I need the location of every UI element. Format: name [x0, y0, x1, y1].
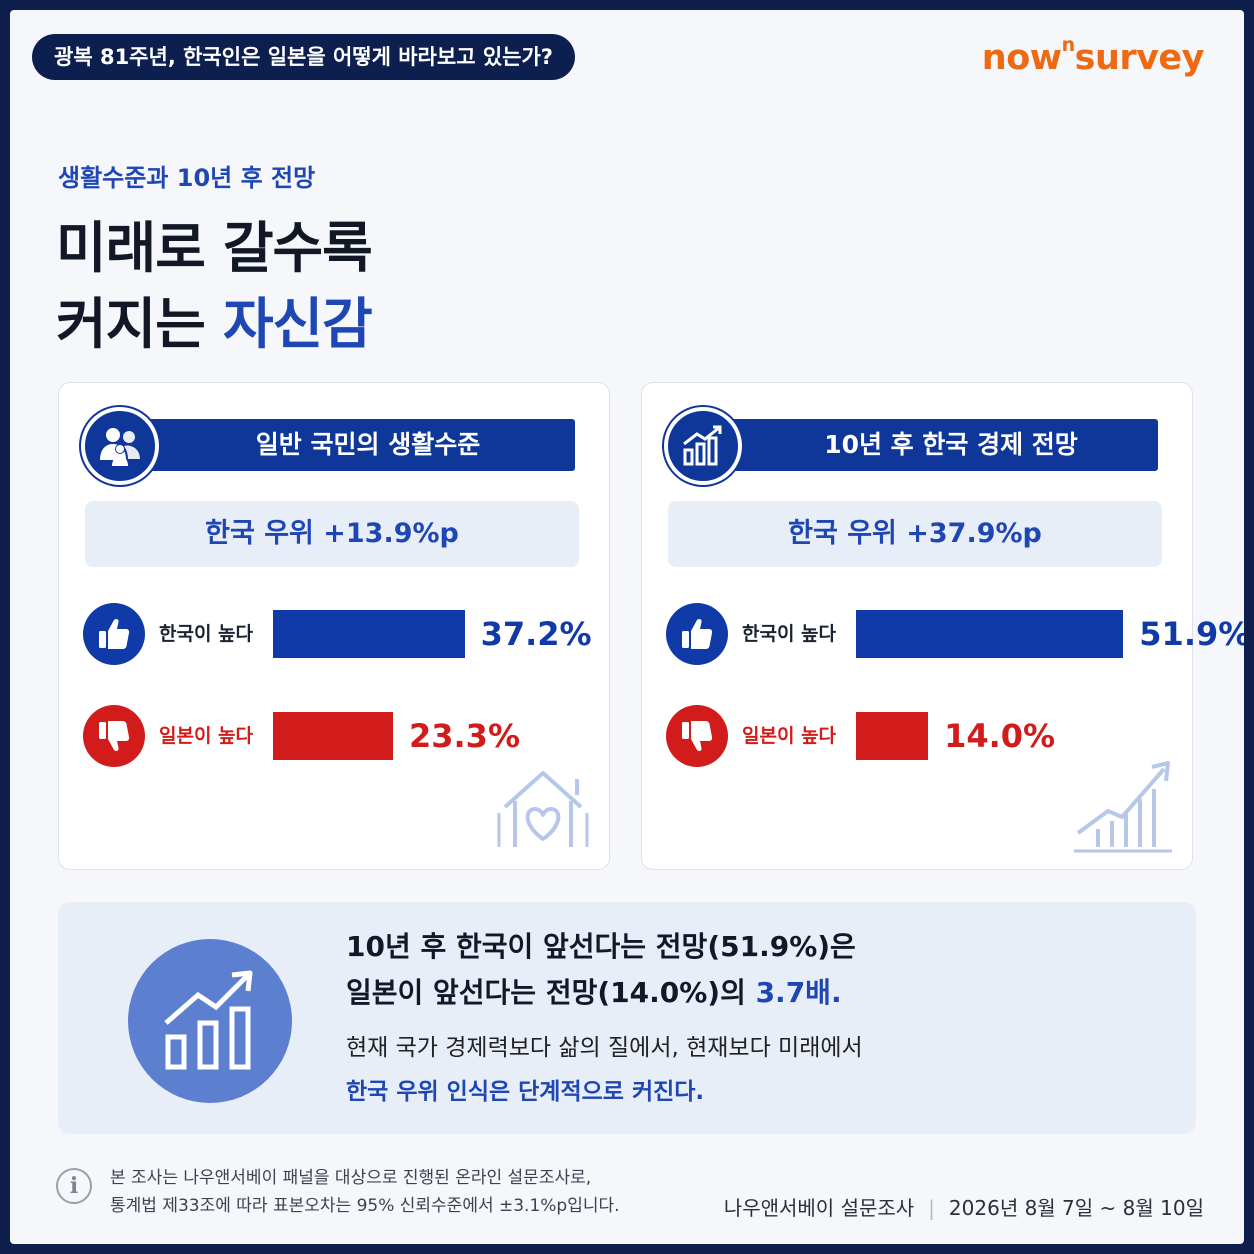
info-icon: i	[56, 1168, 92, 1204]
bar-value-label: 23.3%	[408, 717, 520, 755]
summary-ratio: 3.7배.	[755, 976, 842, 1009]
bar-japan	[856, 712, 929, 760]
thumbs-up-icon	[666, 603, 728, 665]
logo-part-now: now	[981, 38, 1062, 78]
chart-panel-living-standard: 일반 국민의 생활수준 한국 우위 +13.9%p 한국이 높다 37.2%	[58, 382, 610, 870]
page-headline: 미래로 갈수록 커지는 자신감	[56, 210, 373, 362]
bar-value-label: 37.2%	[480, 615, 592, 653]
bar-value-label: 51.9%	[1139, 615, 1244, 653]
brand-logo: nownsurvey	[981, 34, 1205, 78]
headline-line2: 커지는 자신감	[56, 286, 373, 362]
summary-body: 현재 국가 경제력보다 삶의 질에서, 현재보다 미래에서 한국 우위 인식은 …	[346, 1026, 863, 1114]
headline-accent: 자신감	[222, 292, 373, 356]
summary-line2: 일본이 앞선다는 전망(14.0%)의 3.7배.	[346, 970, 856, 1016]
people-icon	[81, 407, 159, 485]
headline-line1: 미래로 갈수록	[56, 216, 373, 280]
logo-part-sup: n	[1061, 34, 1076, 56]
thumbs-down-icon	[666, 705, 728, 767]
bar-label: 일본이 높다	[742, 725, 837, 747]
thumbs-up-icon	[83, 603, 145, 665]
section-kicker: 생활수준과 10년 후 전망	[58, 164, 316, 192]
source-credit: 나우앤서베이 설문조사 | 2026년 8월 7일 ~ 8월 10일	[724, 1192, 1204, 1221]
chart-subtitle: 한국 우위 +13.9%p	[85, 501, 579, 567]
headline-line2-prefix: 커지는	[56, 292, 223, 356]
separator: |	[928, 1196, 935, 1220]
summary-body-line2: 한국 우위 인식은 단계적으로 커진다.	[346, 1079, 705, 1105]
rising-bars-icon	[1074, 761, 1172, 853]
summary-lead: 10년 후 한국이 앞선다는 전망(51.9%)은 일본이 앞선다는 전망(14…	[346, 924, 856, 1016]
infographic: 광복 81주년, 한국인은 일본을 어떻게 바라보고 있는가? nownsurv…	[10, 10, 1244, 1244]
bar-row-korea: 한국이 높다 37.2%	[83, 603, 593, 667]
bar-row-japan: 일본이 높다 14.0%	[666, 705, 1176, 769]
summary-line1: 10년 후 한국이 앞선다는 전망(51.9%)은	[346, 930, 856, 963]
bar-row-japan: 일본이 높다 23.3%	[83, 705, 593, 769]
logo-part-survey: survey	[1074, 38, 1205, 78]
note-line1: 본 조사는 나우앤서베이 패널을 대상으로 진행된 온라인 설문조사로,	[110, 1168, 592, 1188]
summary-body-line1: 현재 국가 경제력보다 삶의 질에서, 현재보다 미래에서	[346, 1035, 863, 1061]
thumbs-down-icon	[83, 705, 145, 767]
bar-label: 한국이 높다	[742, 623, 837, 645]
bar-row-korea: 한국이 높다 51.9%	[666, 603, 1244, 667]
bar-label: 일본이 높다	[159, 725, 254, 747]
summary-box: 10년 후 한국이 앞선다는 전망(51.9%)은 일본이 앞선다는 전망(14…	[58, 902, 1196, 1134]
series-title-pill: 광복 81주년, 한국인은 일본을 어떻게 바라보고 있는가?	[32, 34, 575, 80]
bar-korea	[273, 610, 465, 658]
chart-title: 10년 후 한국 경제 전망	[704, 419, 1158, 471]
bar-label: 한국이 높다	[159, 623, 254, 645]
note-line2: 통계법 제33조에 따라 표본오차는 95% 신뢰수준에서 ±3.1%p입니다.	[110, 1196, 620, 1216]
summary-line2-prefix: 일본이 앞선다는 전망(14.0%)의	[346, 976, 756, 1009]
source-name: 나우앤서베이 설문조사	[723, 1196, 915, 1220]
chart-subtitle: 한국 우위 +37.9%p	[668, 501, 1162, 567]
growth-chart-icon	[128, 939, 292, 1103]
chart-panel-economic-outlook: 10년 후 한국 경제 전망 한국 우위 +37.9%p 한국이 높다 51.9…	[641, 382, 1244, 870]
bar-value-label: 14.0%	[944, 717, 1056, 755]
bar-korea	[856, 610, 1124, 658]
chart-title: 일반 국민의 생활수준	[121, 419, 575, 471]
growth-chart-icon	[664, 407, 742, 485]
house-heart-icon	[497, 771, 589, 847]
survey-period: 2026년 8월 7일 ~ 8월 10일	[948, 1196, 1204, 1220]
bar-japan	[273, 712, 393, 760]
